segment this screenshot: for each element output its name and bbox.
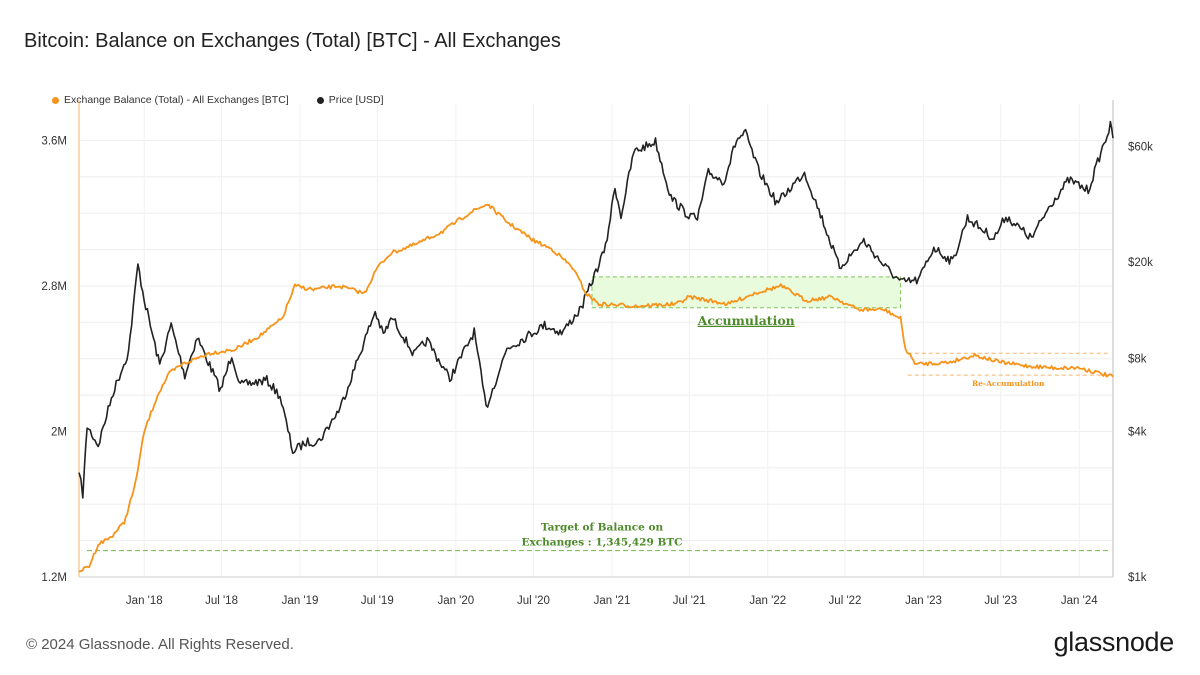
y-right-tick-label: $60k [1128,142,1153,154]
y-left-tick-label: 2M [51,426,67,438]
x-tick-label: Jan '22 [749,595,786,607]
x-tick-label: Jul '18 [205,595,238,607]
x-tick-label: Jan '19 [282,595,319,607]
x-tick-label: Jul '22 [829,595,862,607]
x-tick-label: Jul '23 [984,595,1017,607]
x-tick-label: Jan '24 [1061,595,1098,607]
accumulation-box [591,276,901,309]
legend-dot-balance [52,96,59,104]
legend-dot-price [316,96,324,104]
y-left-tick-label: 1.2M [41,572,67,584]
target-label-line: Target of Balance on [541,522,664,534]
x-tick-label: Jan '20 [437,595,474,607]
y-right-tick-label: $4k [1128,426,1147,438]
x-tick-label: Jul '19 [361,595,394,607]
y-left-tick-label: 2.8M [41,281,67,293]
x-tick-label: Jan '18 [126,595,163,607]
reaccumulation-label: Re-Accumulation [972,379,1045,388]
chart-legend: Exchange Balance (Total) - All Exchanges… [52,94,412,106]
chart-title: Bitcoin: Balance on Exchanges (Total) [B… [24,30,561,52]
legend-label-price: Price [USD] [328,94,384,106]
gridlines [79,104,1113,577]
target-label-line: Exchanges : 1,345,429 BTC [521,537,682,549]
copyright-footer: © 2024 Glassnode. All Rights Reserved. [26,636,294,653]
x-tick-label: Jan '23 [905,595,942,607]
legend-item-balance[interactable]: Exchange Balance (Total) - All Exchanges… [52,94,289,106]
y-right-tick-label: $8k [1128,353,1147,365]
x-tick-label: Jul '20 [517,595,550,607]
y-left-tick-label: 3.6M [41,135,67,147]
x-tick-label: Jan '21 [594,595,631,607]
price-series-line [78,120,1114,499]
x-tick-label: Jul '21 [673,595,706,607]
y-right-tick-label: $20k [1128,257,1153,269]
accumulation-label: Accumulation [697,313,795,328]
legend-label-balance: Exchange Balance (Total) - All Exchanges… [64,94,289,106]
balance-series-line [78,203,1114,573]
legend-item-price[interactable]: Price [USD] [316,94,384,106]
glassnode-logo: glassnode [1053,627,1175,657]
y-right-tick-label: $1k [1128,572,1147,584]
